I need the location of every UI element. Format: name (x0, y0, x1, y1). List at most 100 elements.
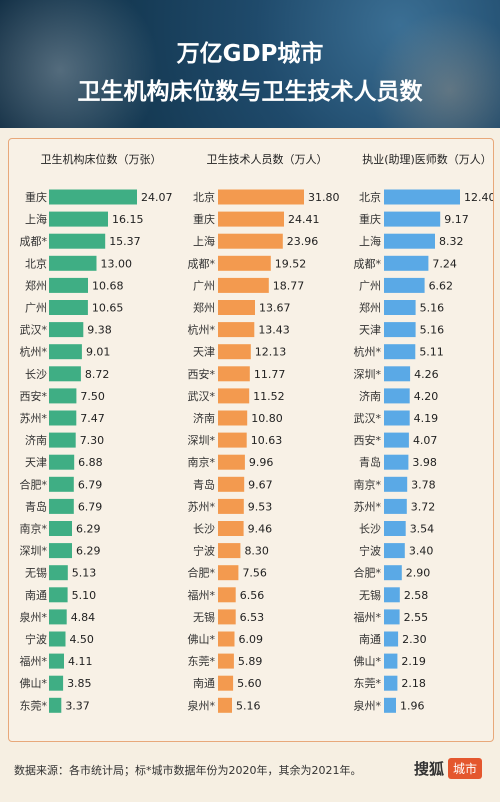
category-label: 苏州* (188, 500, 216, 513)
bar (384, 521, 406, 536)
category-label: 天津 (25, 456, 47, 469)
value-label: 9.53 (248, 500, 273, 513)
bar (384, 454, 409, 470)
bar (218, 609, 236, 625)
value-label: 4.84 (71, 611, 96, 624)
bar (384, 388, 410, 404)
value-label: 6.88 (78, 456, 103, 469)
value-label: 3.40 (409, 545, 434, 558)
category-label: 西安* (188, 367, 216, 381)
value-label: 10.68 (92, 279, 124, 292)
value-label: 13.43 (258, 324, 290, 337)
bar (384, 277, 425, 293)
category-label: 南通 (193, 677, 215, 690)
category-label: 武汉* (188, 390, 216, 403)
value-label: 3.85 (67, 677, 92, 690)
bar (49, 675, 64, 691)
category-label: 合肥* (20, 477, 48, 491)
bar (218, 344, 251, 360)
value-label: 15.37 (109, 235, 141, 248)
page-subtitle: 卫生机构床位数与卫生技术人员数 (77, 79, 423, 105)
bar (49, 366, 81, 382)
bar (218, 565, 239, 581)
category-label: 郑州 (25, 278, 47, 292)
value-label: 9.67 (248, 478, 272, 491)
bar (49, 277, 88, 293)
value-label: 7.50 (80, 390, 105, 403)
value-label: 5.11 (419, 346, 444, 359)
value-label: 6.09 (238, 633, 263, 646)
bar (218, 189, 304, 205)
value-label: 2.30 (402, 633, 427, 646)
category-label: 南京* (20, 522, 48, 536)
bar (218, 233, 283, 249)
bar (384, 322, 416, 338)
bar (218, 211, 284, 227)
value-label: 6.29 (76, 545, 101, 558)
bar (49, 697, 62, 713)
bar (218, 322, 255, 338)
bar (218, 653, 234, 669)
bar (384, 233, 435, 249)
category-label: 杭州* (354, 345, 382, 359)
value-label: 2.18 (401, 677, 426, 690)
category-label: 佛山* (20, 677, 48, 690)
category-label: 合肥* (188, 566, 216, 580)
value-label: 12.40 (464, 191, 493, 204)
category-label: 成都* (354, 257, 382, 270)
bar (49, 189, 137, 205)
bar (384, 432, 409, 448)
value-label: 31.80 (308, 191, 340, 204)
category-label: 佛山* (354, 655, 382, 668)
category-label: 长沙 (193, 523, 215, 536)
bar (218, 410, 248, 426)
bar (49, 388, 77, 404)
value-label: 4.50 (69, 633, 94, 646)
category-label: 福州* (188, 588, 216, 602)
bar (218, 543, 241, 559)
bar (49, 543, 72, 559)
category-label: 南京* (354, 477, 382, 491)
value-label: 3.37 (65, 699, 90, 712)
value-label: 10.63 (251, 434, 283, 447)
category-label: 苏州* (354, 500, 382, 513)
category-label: 武汉* (20, 324, 48, 337)
bar (384, 653, 398, 669)
bar (49, 211, 108, 227)
bar (218, 476, 245, 492)
category-label: 宁波 (359, 544, 381, 558)
bar (384, 565, 402, 581)
bar (49, 300, 88, 315)
category-label: 宁波 (25, 632, 47, 646)
category-label: 杭州* (20, 345, 48, 359)
category-label: 泉州* (20, 610, 48, 624)
value-label: 6.29 (76, 523, 101, 536)
decorative-glow (370, 10, 500, 128)
value-label: 9.38 (87, 324, 112, 337)
bar (49, 476, 74, 492)
bar (384, 675, 398, 691)
category-label: 东莞* (188, 655, 216, 668)
category-label: 上海 (359, 234, 381, 248)
category-label: 青岛 (193, 477, 215, 491)
category-label: 广州 (25, 302, 47, 315)
bar (218, 432, 247, 448)
value-label: 24.07 (141, 191, 173, 204)
value-label: 13.67 (259, 302, 291, 315)
bar (384, 543, 405, 559)
value-label: 12.13 (255, 346, 286, 359)
bar (218, 300, 255, 315)
bar (218, 498, 244, 514)
category-label: 福州* (20, 654, 48, 668)
category-label: 深圳* (354, 368, 382, 381)
category-label: 济南 (25, 433, 47, 447)
category-label: 广州 (193, 279, 215, 292)
bar (384, 255, 429, 271)
bar (384, 344, 416, 360)
value-label: 2.19 (401, 655, 426, 668)
category-label: 广州 (359, 279, 381, 292)
category-label: 杭州* (188, 323, 216, 337)
category-label: 宁波 (193, 544, 215, 558)
category-label: 深圳* (188, 434, 216, 447)
value-label: 6.79 (78, 500, 103, 513)
